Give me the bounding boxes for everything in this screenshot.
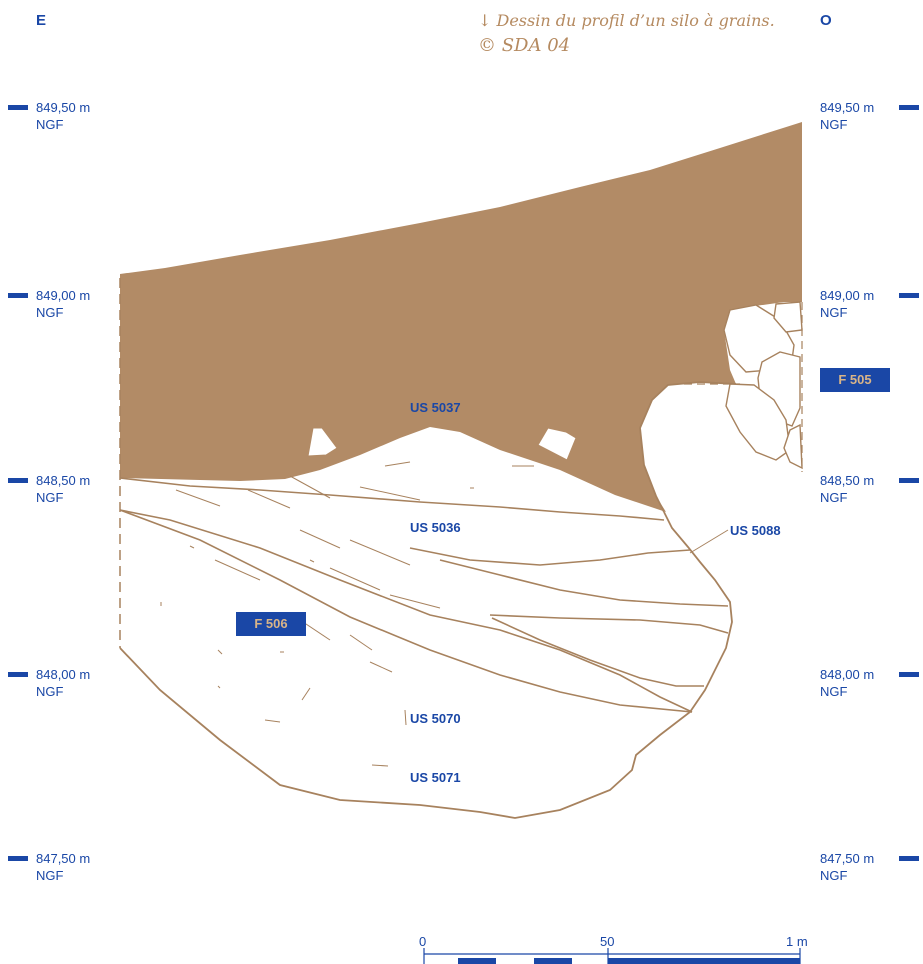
level-tick: [899, 856, 919, 861]
feature-tag-f506: F 506: [236, 612, 306, 636]
level-tick: [899, 672, 919, 677]
level-label-left: 848,50 m NGF: [36, 473, 91, 505]
feature-tag-f505: F 505: [820, 368, 890, 392]
stone: [537, 427, 577, 461]
scale-bar: [423, 948, 801, 964]
level-tick: [8, 478, 28, 483]
level-label-right: 848,00 m NGF: [820, 667, 875, 699]
level-tick: [8, 105, 28, 110]
level-label-left: 849,00 m NGF: [36, 288, 91, 320]
level-label-right: 849,50 m NGF: [820, 100, 875, 132]
scale-label-zero: 0: [419, 934, 427, 949]
us-label-5036: US 5036: [410, 520, 461, 535]
west-orientation-label: O: [820, 12, 832, 29]
level-tick: [8, 293, 28, 298]
level-tick: [8, 672, 28, 677]
us-label-5071: US 5071: [410, 770, 461, 785]
level-label-right: 849,00 m NGF: [820, 288, 875, 320]
caption-title: ↓ Dessin du profil d’un silo à grains.: [478, 11, 775, 30]
scale-label-mid: 50: [600, 934, 615, 949]
level-tick: [899, 478, 919, 483]
silo-outline: [119, 511, 733, 819]
level-tick: [899, 293, 919, 298]
caption-credit: © SDA 04: [478, 35, 571, 56]
east-orientation-label: E: [36, 12, 47, 29]
stone: [307, 427, 338, 457]
level-label-left: 848,00 m NGF: [36, 667, 91, 699]
level-tick: [899, 105, 919, 110]
level-label-left: 849,50 m NGF: [36, 100, 91, 132]
us-label-5088: US 5088: [730, 523, 781, 538]
level-label-left: 847,50 m NGF: [36, 851, 91, 883]
us5037-fill: [120, 122, 802, 512]
level-tick: [8, 856, 28, 861]
level-label-right: 848,50 m NGF: [820, 473, 875, 505]
level-label-right: 847,50 m NGF: [820, 851, 875, 883]
us-label-5037: US 5037: [410, 400, 461, 415]
us-label-5070: US 5070: [410, 711, 461, 726]
scale-label-end: 1 m: [786, 934, 808, 949]
